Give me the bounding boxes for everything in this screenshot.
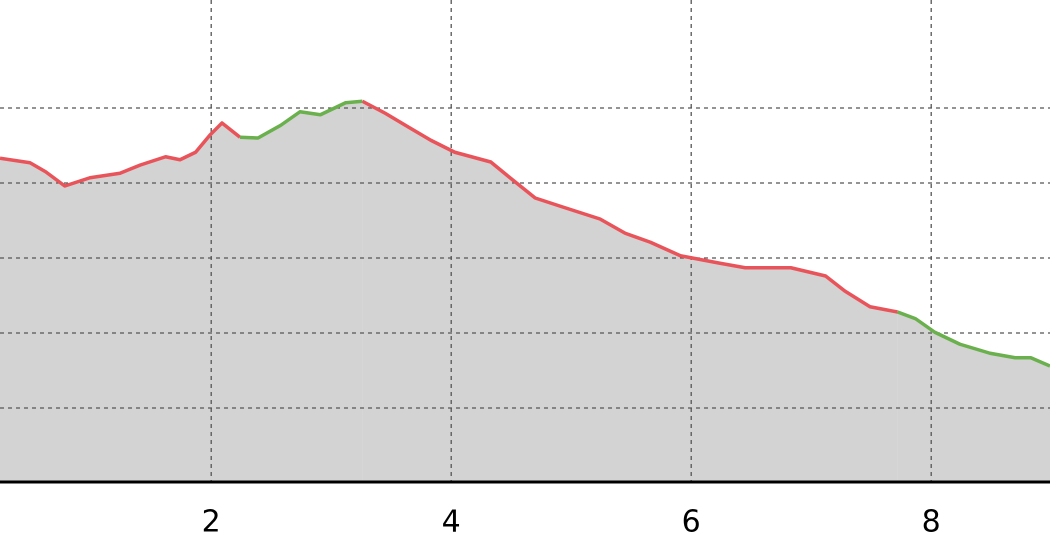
area-fill — [0, 123, 240, 483]
elevation-line — [896, 310, 1050, 368]
elevation-line — [239, 99, 363, 140]
area-fill — [362, 101, 898, 483]
x-tick-label: 4 — [442, 505, 461, 540]
area-fill — [897, 312, 1050, 483]
elevation-line — [361, 99, 898, 314]
x-tick-label: 6 — [682, 505, 701, 540]
x-tick-label: 2 — [202, 505, 221, 540]
area-fill — [240, 101, 363, 483]
elevation-line — [0, 121, 242, 188]
x-tick-label: 8 — [922, 505, 941, 540]
